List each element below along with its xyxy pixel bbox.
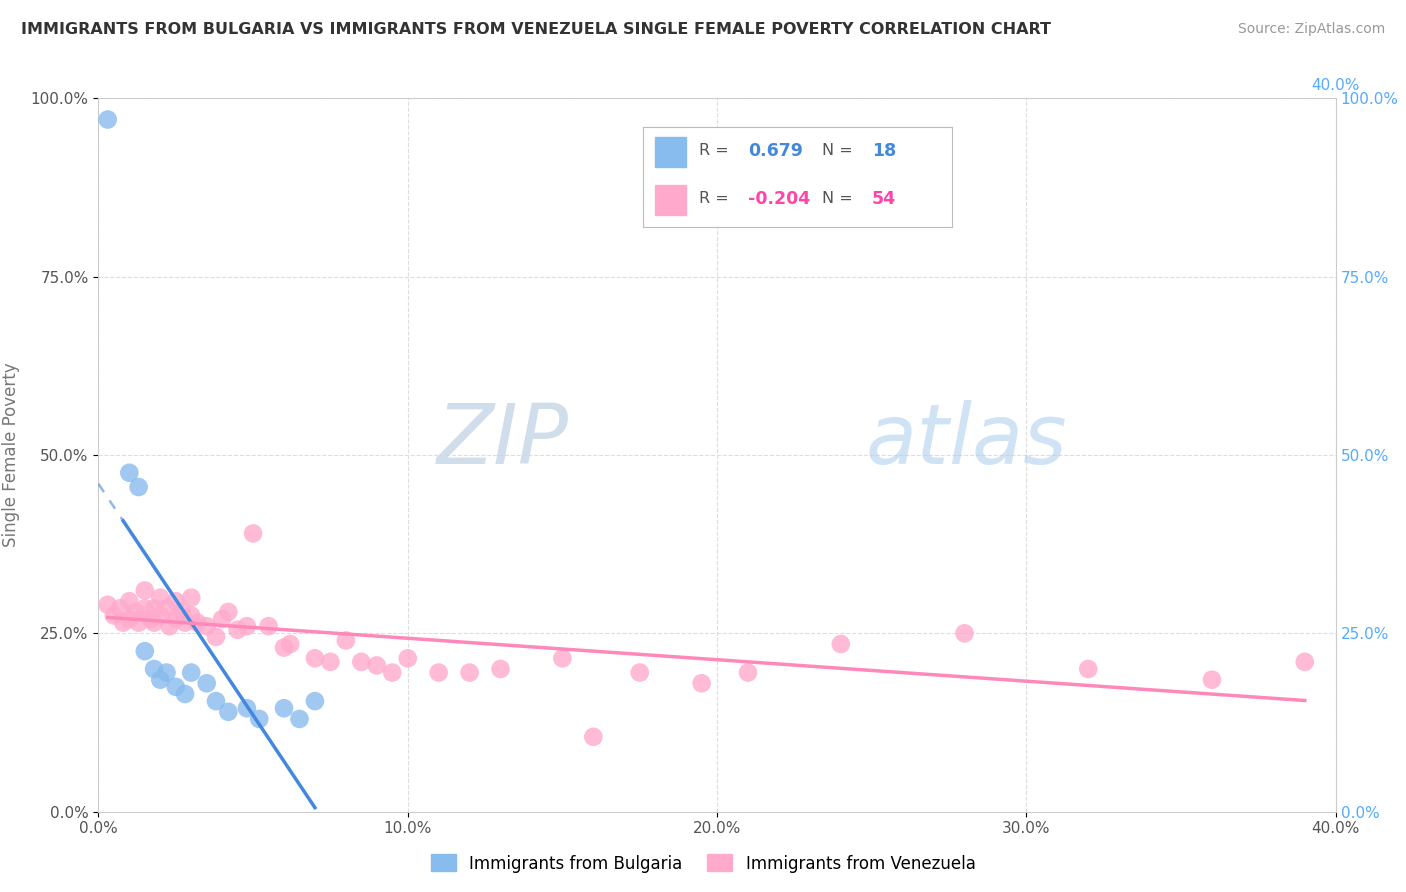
Point: [165, 612, 187, 626]
Point: [112, 615, 135, 630]
Point: [165, 594, 187, 608]
Point: [155, 601, 177, 615]
Text: IMMIGRANTS FROM BULGARIA VS IMMIGRANTS FROM VENEZUELA SINGLE FEMALE POVERTY CORR: IMMIGRANTS FROM BULGARIA VS IMMIGRANTS F…: [21, 22, 1052, 37]
Point: [628, 665, 651, 680]
Text: atlas: atlas: [866, 401, 1067, 481]
Text: Source: ZipAtlas.com: Source: ZipAtlas.com: [1237, 22, 1385, 37]
Point: [186, 615, 208, 630]
Point: [128, 480, 150, 494]
Point: [1201, 673, 1223, 687]
Point: [350, 655, 373, 669]
Point: [551, 651, 574, 665]
Point: [953, 626, 976, 640]
Point: [134, 601, 156, 615]
Point: [170, 605, 193, 619]
Point: [288, 712, 311, 726]
Point: [128, 615, 150, 630]
Text: 0.679: 0.679: [748, 142, 803, 160]
Point: [458, 665, 481, 680]
Point: [217, 705, 239, 719]
Point: [489, 662, 512, 676]
Point: [366, 658, 388, 673]
Bar: [655, 185, 686, 215]
Point: [174, 615, 197, 630]
Legend: Immigrants from Bulgaria, Immigrants from Venezuela: Immigrants from Bulgaria, Immigrants fro…: [425, 847, 981, 880]
Point: [582, 730, 605, 744]
Point: [205, 694, 228, 708]
Point: [143, 662, 166, 676]
Point: [242, 526, 264, 541]
Text: N =: N =: [823, 143, 858, 158]
Point: [180, 608, 202, 623]
Point: [211, 612, 233, 626]
Text: R =: R =: [699, 143, 734, 158]
Point: [236, 701, 259, 715]
Point: [226, 623, 249, 637]
Point: [165, 680, 187, 694]
Point: [97, 112, 120, 127]
Point: [830, 637, 852, 651]
Point: [159, 619, 181, 633]
Point: [278, 637, 301, 651]
Point: [257, 619, 280, 633]
Text: 18: 18: [872, 142, 896, 160]
Point: [205, 630, 228, 644]
Text: 54: 54: [872, 190, 896, 208]
Point: [427, 665, 450, 680]
Point: [247, 712, 270, 726]
Text: N =: N =: [823, 191, 858, 206]
Point: [396, 651, 419, 665]
Point: [304, 694, 326, 708]
Point: [134, 644, 156, 658]
Point: [236, 619, 259, 633]
Point: [118, 466, 141, 480]
Point: [103, 608, 125, 623]
Point: [180, 591, 202, 605]
Bar: [655, 136, 686, 167]
Point: [143, 615, 166, 630]
Point: [149, 673, 172, 687]
Point: [273, 701, 295, 715]
Text: ZIP: ZIP: [437, 401, 568, 481]
Point: [690, 676, 713, 690]
Point: [174, 687, 197, 701]
Point: [319, 655, 342, 669]
Point: [273, 640, 295, 655]
Point: [124, 605, 146, 619]
Point: [108, 601, 131, 615]
Point: [195, 676, 218, 690]
Point: [149, 608, 172, 623]
Point: [180, 665, 202, 680]
Point: [737, 665, 759, 680]
Point: [118, 594, 141, 608]
Point: [335, 633, 357, 648]
Point: [149, 591, 172, 605]
Point: [217, 605, 239, 619]
Point: [195, 619, 218, 633]
Point: [134, 583, 156, 598]
Point: [155, 665, 177, 680]
Text: -0.204: -0.204: [748, 190, 810, 208]
Point: [97, 598, 120, 612]
Point: [139, 612, 162, 626]
Y-axis label: Single Female Poverty: Single Female Poverty: [1, 363, 20, 547]
Point: [1077, 662, 1099, 676]
Point: [381, 665, 404, 680]
Text: R =: R =: [699, 191, 734, 206]
Point: [118, 612, 141, 626]
Point: [1294, 655, 1316, 669]
Point: [304, 651, 326, 665]
Point: [143, 601, 166, 615]
